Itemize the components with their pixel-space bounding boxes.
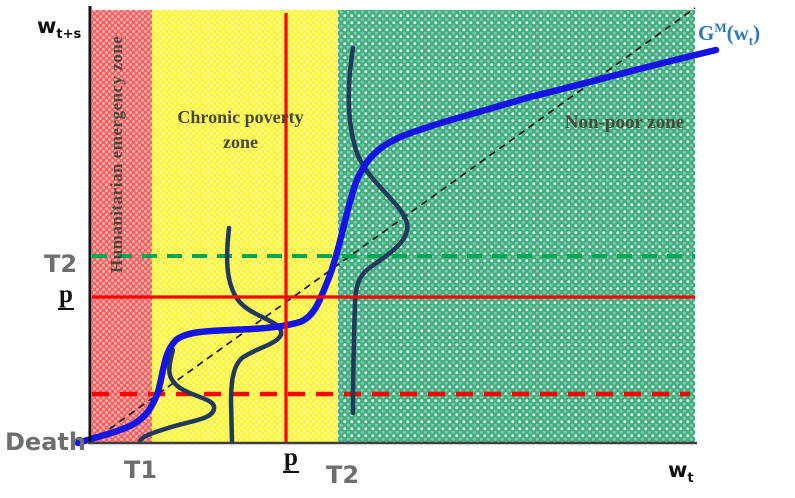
- x-axis-title-sub: t: [687, 471, 694, 487]
- x-tick-t1: T1: [124, 456, 158, 484]
- curve-label-sub: t: [748, 33, 754, 49]
- y-axis-title-sub: t+s: [56, 27, 82, 43]
- zone-chronic-poverty: [152, 10, 338, 443]
- shock-distribution-middle: [224, 225, 284, 445]
- y-axis-title: wt+s: [37, 14, 81, 42]
- shock-distribution-high: [346, 45, 410, 416]
- zone-non-poor: [338, 10, 695, 443]
- zone-humanitarian-emergency: [92, 10, 152, 443]
- x-tick-poverty-text: p: [283, 444, 299, 473]
- x-axis-title-base: w: [668, 458, 688, 482]
- y-tick-poverty-text: p: [58, 281, 74, 310]
- main-growth-curve: [74, 46, 720, 447]
- y-tick-death: Death: [5, 428, 86, 456]
- curve-label-close: ): [753, 21, 761, 45]
- y-tick-poverty-line: p: [58, 281, 74, 310]
- curve-label-base: G: [698, 21, 715, 45]
- main-curve-label: GM(wt): [698, 20, 760, 49]
- y-tick-t2: T2: [44, 250, 78, 278]
- diagonal-45-line: [89, 7, 696, 444]
- zone-label-humanitarian: Humanitarian emergency zone: [107, 35, 126, 273]
- zone-label-non-poor: Non-poor zone: [564, 112, 685, 133]
- shock-distributions: [137, 45, 410, 445]
- zones: [92, 10, 695, 443]
- x-tick-poverty-line: p: [283, 444, 299, 473]
- shock-distribution-low: [137, 347, 217, 444]
- curve-label-open: (w: [726, 21, 749, 45]
- zone-label-chronic-poverty: Chronic poverty zone: [177, 107, 304, 153]
- y-axis-title-base: w: [37, 14, 57, 38]
- x-tick-t2: T2: [326, 461, 360, 489]
- curve-label-sup: M: [714, 20, 727, 35]
- x-axis-title: wt: [668, 458, 694, 486]
